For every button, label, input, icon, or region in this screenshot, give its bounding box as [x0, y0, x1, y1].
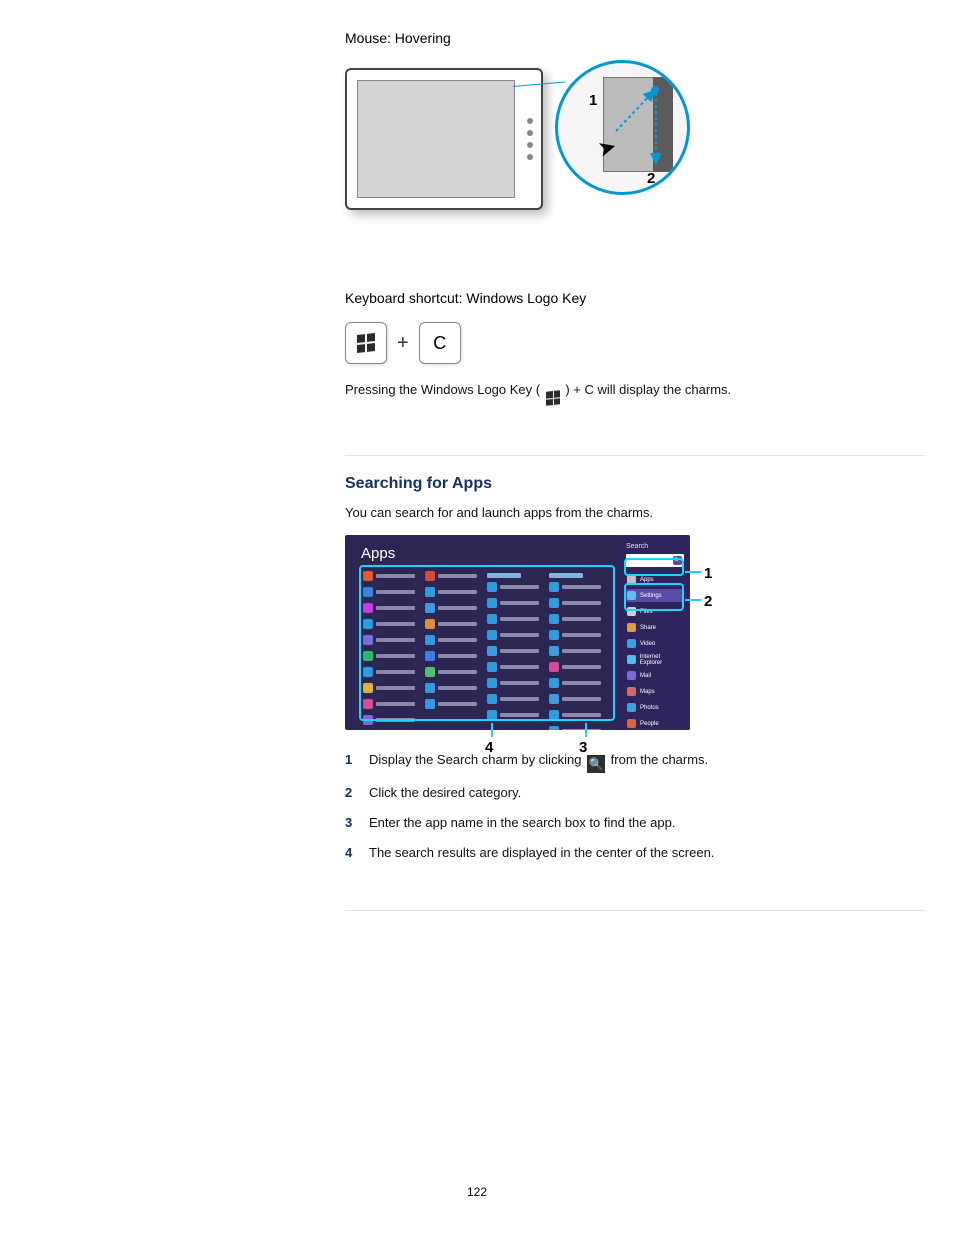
search-category[interactable]: Mail [626, 669, 684, 682]
plus-sign: + [397, 332, 409, 355]
step-text-pre: The search results are displayed in the … [369, 845, 714, 860]
search-category[interactable]: Share [626, 621, 684, 634]
highlight-apps-grid [359, 565, 615, 721]
shortcut-text-after: ) + C will display the charms. [565, 382, 731, 397]
category-icon [627, 639, 636, 648]
app-tile[interactable] [549, 726, 601, 730]
category-label: Apps [640, 577, 654, 583]
steps-list: 1 Display the Search charm by clicking 🔍 … [345, 750, 925, 863]
callout-arrows [558, 63, 690, 195]
tablet-side-dots [527, 112, 533, 166]
step-item: 1 Display the Search charm by clicking 🔍 … [345, 750, 925, 773]
shortcut-row: + C [345, 322, 925, 364]
apps-screenshot: Apps Search 🔍 AppsSettingsFilesShareVide… [345, 535, 690, 730]
callout-label-2: 2 [647, 170, 655, 187]
leader-1 [685, 571, 701, 573]
leader-3 [585, 723, 587, 737]
search-category[interactable]: People [626, 717, 684, 730]
step-number: 1 [345, 750, 361, 773]
windows-logo-key [345, 322, 387, 364]
shortcut-text-before: Pressing the Windows Logo Key ( [345, 382, 540, 397]
callout-circle: ➤ [555, 60, 690, 195]
step-text-post: from the charms. [607, 752, 708, 767]
category-icon [627, 671, 636, 680]
search-panel-label: Search [626, 543, 684, 550]
category-label: Internet Explorer [640, 654, 683, 666]
search-category[interactable]: Photos [626, 701, 684, 714]
c-key: C [419, 322, 461, 364]
divider-2 [345, 910, 925, 911]
windows-logo-icon-inline [546, 390, 560, 405]
divider-1 [345, 455, 925, 456]
step-text: Enter the app name in the search box to … [369, 813, 675, 833]
step-item: 4 The search results are displayed in the… [345, 843, 925, 863]
highlight-settings-category [624, 583, 684, 611]
step-text-pre: Click the desired category. [369, 785, 521, 800]
searching-apps-intro: You can search for and launch apps from … [345, 503, 925, 523]
step-item: 3 Enter the app name in the search box to… [345, 813, 925, 833]
tablet-outline [345, 68, 543, 210]
category-icon [627, 687, 636, 696]
step-number: 4 [345, 843, 361, 863]
page-number: 122 [0, 1185, 954, 1199]
step-text: Click the desired category. [369, 783, 521, 803]
category-icon [627, 655, 636, 664]
category-icon [627, 623, 636, 632]
section-keyboard-shortcut: Keyboard shortcut: Windows Logo Key + C … [345, 290, 925, 405]
search-icon: 🔍 [587, 755, 605, 773]
callout-number-2: 2 [704, 593, 712, 610]
step-text: The search results are displayed in the … [369, 843, 714, 863]
shortcut-description: Pressing the Windows Logo Key ( ) + C wi… [345, 380, 925, 405]
search-category[interactable]: Maps [626, 685, 684, 698]
callout-number-4: 4 [485, 739, 493, 756]
step-text: Display the Search charm by clicking 🔍 f… [369, 750, 708, 773]
callout-number-1: 1 [704, 565, 712, 582]
category-label: Photos [640, 705, 659, 711]
category-label: People [640, 721, 659, 727]
apps-screen-title: Apps [361, 545, 395, 562]
step-text-pre: Display the Search charm by clicking [369, 752, 585, 767]
category-icon [627, 703, 636, 712]
app-tile-label [562, 729, 601, 730]
category-label: Mail [640, 673, 651, 679]
step-text-pre: Enter the app name in the search box to … [369, 815, 675, 830]
mouse-title: Mouse: Hovering [345, 30, 925, 46]
search-category[interactable]: Video [626, 637, 684, 650]
highlight-search-box [624, 558, 684, 576]
section1-illustration: ➤ 1 2 [345, 60, 925, 240]
category-label: Maps [640, 689, 655, 695]
keyboard-title: Keyboard shortcut: Windows Logo Key [345, 290, 925, 306]
searching-apps-heading: Searching for Apps [345, 475, 925, 493]
category-icon [627, 719, 636, 728]
app-tile-icon [549, 726, 559, 730]
category-label: Video [640, 641, 655, 647]
step-number: 3 [345, 813, 361, 833]
search-category[interactable]: Internet Explorer [626, 653, 684, 666]
callout-label-1: 1 [589, 92, 597, 109]
apps-screenshot-wrapper: Apps Search 🔍 AppsSettingsFilesShareVide… [345, 535, 725, 730]
windows-logo-icon [357, 333, 375, 353]
step-number: 2 [345, 783, 361, 803]
section-mouse-hovering: Mouse: Hovering [345, 30, 925, 240]
tablet-screen [357, 80, 515, 198]
category-label: Share [640, 625, 656, 631]
leader-2 [685, 599, 701, 601]
callout-number-3: 3 [579, 739, 587, 756]
leader-4 [491, 723, 493, 737]
step-item: 2 Click the desired category. [345, 783, 925, 803]
section-searching-apps: Searching for Apps You can search for an… [345, 475, 925, 874]
